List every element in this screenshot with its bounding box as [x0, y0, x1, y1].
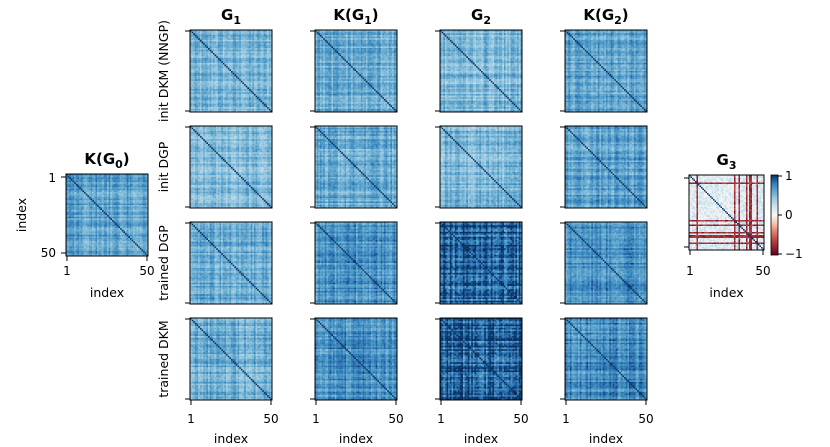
heatmap-r4-c1: [189, 317, 273, 401]
colorbar-tick-label: 0: [785, 208, 793, 222]
x-tick-label-50: 50: [139, 264, 154, 278]
heatmap-r1-c2: [314, 29, 398, 113]
column-title-2: K(G1): [333, 6, 378, 27]
x-tick-label-1: 1: [312, 412, 320, 426]
x-tick-label-50: 50: [388, 412, 403, 426]
heatmap-r3-c1: [189, 221, 273, 305]
row-label-1: init DKM (NNGP): [156, 20, 171, 122]
heatmap-r1-c4: [564, 29, 648, 113]
colorbar-tick-label: 1: [785, 169, 793, 183]
heatmap-r1-c1: [189, 29, 273, 113]
y-axis-label: index: [14, 198, 29, 232]
y-tick-label-50: 50: [41, 246, 56, 260]
heatmap-r3-c2: [314, 221, 398, 305]
y-tick-label-1: 1: [48, 171, 56, 185]
x-axis-label: index: [90, 285, 124, 300]
x-tick-label-1: 1: [187, 412, 195, 426]
x-tick-label-1: 1: [63, 264, 71, 278]
heatmap-k-g0: [65, 173, 149, 257]
heatmap-r2-c3: [439, 125, 523, 209]
x-tick-label-50: 50: [263, 412, 278, 426]
column-title-4: K(G2): [583, 6, 628, 27]
x-tick-label-1: 1: [437, 412, 445, 426]
x-tick-label-1: 1: [686, 264, 694, 278]
column-title-1: G1: [221, 6, 241, 27]
heatmap-r2-c4: [564, 125, 648, 209]
heatmap-r4-c3: [439, 317, 523, 401]
heatmap-g3: [688, 174, 765, 251]
x-tick-label-1: 1: [562, 412, 570, 426]
right-panel-title: G3: [717, 151, 737, 172]
row-label-4: trained DKM: [156, 320, 171, 397]
x-tick-label-50: 50: [755, 264, 770, 278]
heatmap-r2-c1: [189, 125, 273, 209]
heatmap-r4-c4: [564, 317, 648, 401]
colorbar-tick-label: −1: [785, 247, 803, 261]
colorbar: [770, 174, 779, 256]
heatmap-r4-c2: [314, 317, 398, 401]
x-tick-label-50: 50: [638, 412, 653, 426]
x-axis-label: index: [709, 285, 743, 300]
left-panel-title: K(G0): [84, 150, 129, 171]
x-axis-label: index: [589, 431, 623, 446]
x-axis-label: index: [339, 431, 373, 446]
column-title-3: G2: [471, 6, 491, 27]
row-label-2: init DGP: [156, 141, 171, 192]
texts-layer: 1 50 index 1 50 index 1 50 index 1 50 index G1 K(G1) G…: [14, 6, 803, 446]
heatmap-r2-c2: [314, 125, 398, 209]
x-axis-label: index: [214, 431, 248, 446]
x-tick-label-50: 50: [513, 412, 528, 426]
heatmap-r1-c3: [439, 29, 523, 113]
panels-layer: [61, 29, 782, 405]
heatmap-r3-c4: [564, 221, 648, 305]
x-axis-label: index: [464, 431, 498, 446]
row-label-3: trained DGP: [156, 225, 171, 301]
heatmap-r3-c3: [439, 221, 523, 305]
